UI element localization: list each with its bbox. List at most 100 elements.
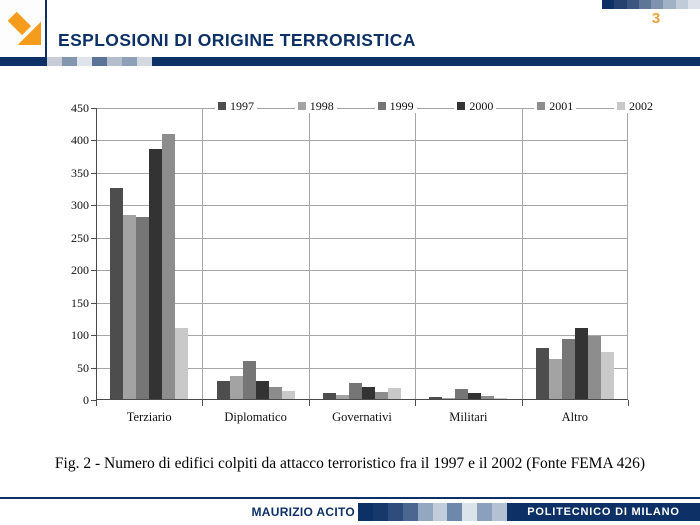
gradient-segment (417, 503, 433, 521)
gradient-segment (602, 0, 615, 9)
bar-terziario-2002 (175, 327, 189, 399)
bar-terziario-2000 (149, 149, 163, 399)
legend-swatch (297, 102, 306, 110)
gradient-segment (92, 57, 107, 66)
legend-label: 1997 (230, 99, 254, 113)
bar-diplomatico-1997 (216, 380, 230, 399)
y-tick-mark (91, 302, 96, 304)
gradient-segment (492, 503, 508, 521)
legend-swatch (537, 102, 546, 110)
bar-altro-1997 (535, 348, 549, 399)
legend-label: 2002 (629, 99, 653, 113)
gradient-segment (387, 503, 403, 521)
gridline (96, 270, 628, 272)
bar-terziario-2001 (162, 134, 176, 399)
category-separator-line (308, 108, 310, 400)
legend-item: 2001 (534, 99, 577, 113)
y-tick-mark (91, 367, 96, 369)
y-tick-mark (91, 270, 96, 272)
gradient-segment (638, 0, 651, 9)
bar-diplomatico-1998 (229, 376, 243, 399)
bar-governativi-2002 (388, 387, 401, 399)
y-tick-label: 100 (71, 328, 89, 343)
bar-terziario-1998 (123, 215, 137, 399)
footer-author: MAURIZIO ACITO (251, 505, 355, 519)
bar-militari-1997 (429, 397, 443, 399)
bar-altro-2000 (574, 327, 588, 399)
x-category-label: Governativi (332, 410, 392, 424)
gradient-segment (402, 503, 418, 521)
plot-right-border (627, 108, 628, 400)
gridline (96, 335, 628, 337)
gradient-segment (663, 0, 676, 9)
bar-altro-2001 (587, 336, 601, 399)
legend-label: 1998 (309, 99, 334, 113)
bar-militari-1999 (455, 389, 469, 399)
bar-diplomatico-2000 (255, 380, 269, 399)
gradient-segment (687, 0, 700, 9)
gradient-segment (0, 57, 47, 66)
bar-governativi-1999 (349, 382, 362, 399)
x-category-label: Terziario (126, 410, 172, 424)
header-rule-segments (0, 57, 152, 66)
gradient-segment (477, 503, 493, 521)
legend-label: 1999 (389, 99, 414, 113)
gradient-segment (372, 503, 388, 521)
top-right-gradient-bar (602, 0, 700, 9)
gridline (96, 237, 628, 239)
x-tick-mark (202, 400, 204, 406)
category-separator-line (415, 108, 417, 400)
x-tick-mark (308, 400, 310, 406)
y-tick-label: 200 (71, 263, 89, 278)
y-tick-mark (91, 140, 96, 142)
legend-label: 2000 (469, 99, 494, 113)
bar-governativi-1998 (336, 395, 349, 399)
legend-item: 2002 (614, 99, 656, 113)
arrow-down-right-icon (7, 11, 41, 45)
footer-institution: POLITECNICO DI MILANO (507, 503, 700, 521)
gridline (96, 302, 628, 304)
y-tick-label: 400 (71, 133, 89, 148)
plot-area (96, 108, 628, 400)
figure-caption: Fig. 2 - Numero di edifici colpiti da at… (54, 455, 646, 472)
page-number: 3 (651, 10, 661, 27)
bar-altro-1999 (561, 339, 575, 399)
gradient-segment (462, 503, 478, 521)
x-category-label: Militari (449, 410, 488, 424)
gradient-segment (77, 57, 92, 66)
gradient-segment (137, 57, 152, 66)
y-tick-mark (91, 108, 96, 109)
bar-altro-2002 (600, 351, 614, 399)
bar-diplomatico-2001 (268, 387, 282, 399)
y-axis-line (96, 108, 97, 400)
x-category-label: Diplomatico (224, 410, 287, 424)
category-separator-line (202, 108, 204, 400)
gradient-segment (62, 57, 77, 66)
x-category-label: Altro (561, 410, 588, 424)
legend-item: 1998 (294, 99, 337, 113)
legend-swatch (617, 102, 625, 110)
bar-militari-2000 (468, 392, 482, 399)
header-rule-solid (152, 57, 700, 66)
footer-rule (0, 497, 700, 499)
y-tick-mark (91, 172, 96, 174)
gradient-segment (432, 503, 448, 521)
footer-gradient-bar (358, 503, 508, 521)
gridline (96, 367, 628, 369)
gradient-segment (626, 0, 639, 9)
x-tick-mark (521, 400, 523, 406)
bar-militari-2001 (481, 395, 495, 399)
gradient-segment (122, 57, 137, 66)
y-tick-label: 450 (71, 101, 89, 115)
gridline (96, 140, 628, 142)
bar-governativi-1997 (323, 392, 336, 399)
gridline (96, 108, 628, 109)
y-tick-mark (91, 205, 96, 207)
y-tick-label: 150 (71, 295, 89, 310)
y-tick-mark (91, 335, 96, 337)
y-tick-mark (91, 400, 96, 401)
y-tick-label: 300 (71, 198, 89, 213)
legend-swatch (457, 102, 466, 110)
category-separator-line (521, 108, 523, 400)
